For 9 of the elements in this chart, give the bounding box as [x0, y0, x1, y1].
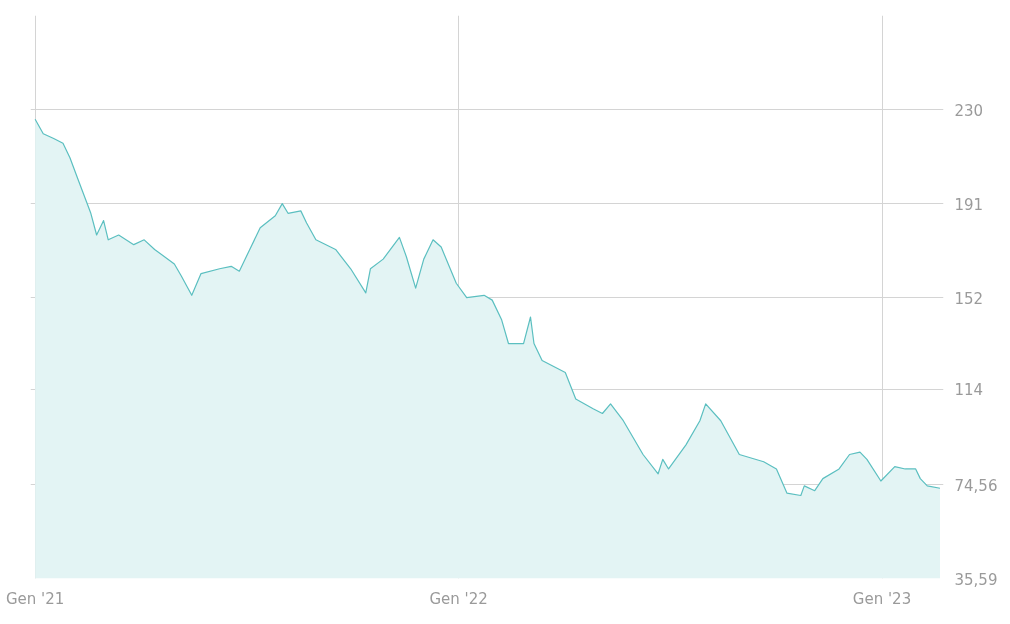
- x-tick-label: Gen '21: [5, 589, 65, 608]
- y-tick-label: 191: [954, 195, 984, 214]
- x-tick-label: Gen '23: [852, 589, 912, 608]
- y-tick-label: 35,59: [954, 570, 998, 589]
- y-tick-label: 152: [954, 289, 984, 308]
- y-tick-label: 230: [954, 101, 984, 120]
- x-tick-label: Gen '22: [429, 589, 488, 608]
- y-tick-label: 114: [954, 381, 984, 400]
- y-tick-label: 74,56: [954, 476, 998, 495]
